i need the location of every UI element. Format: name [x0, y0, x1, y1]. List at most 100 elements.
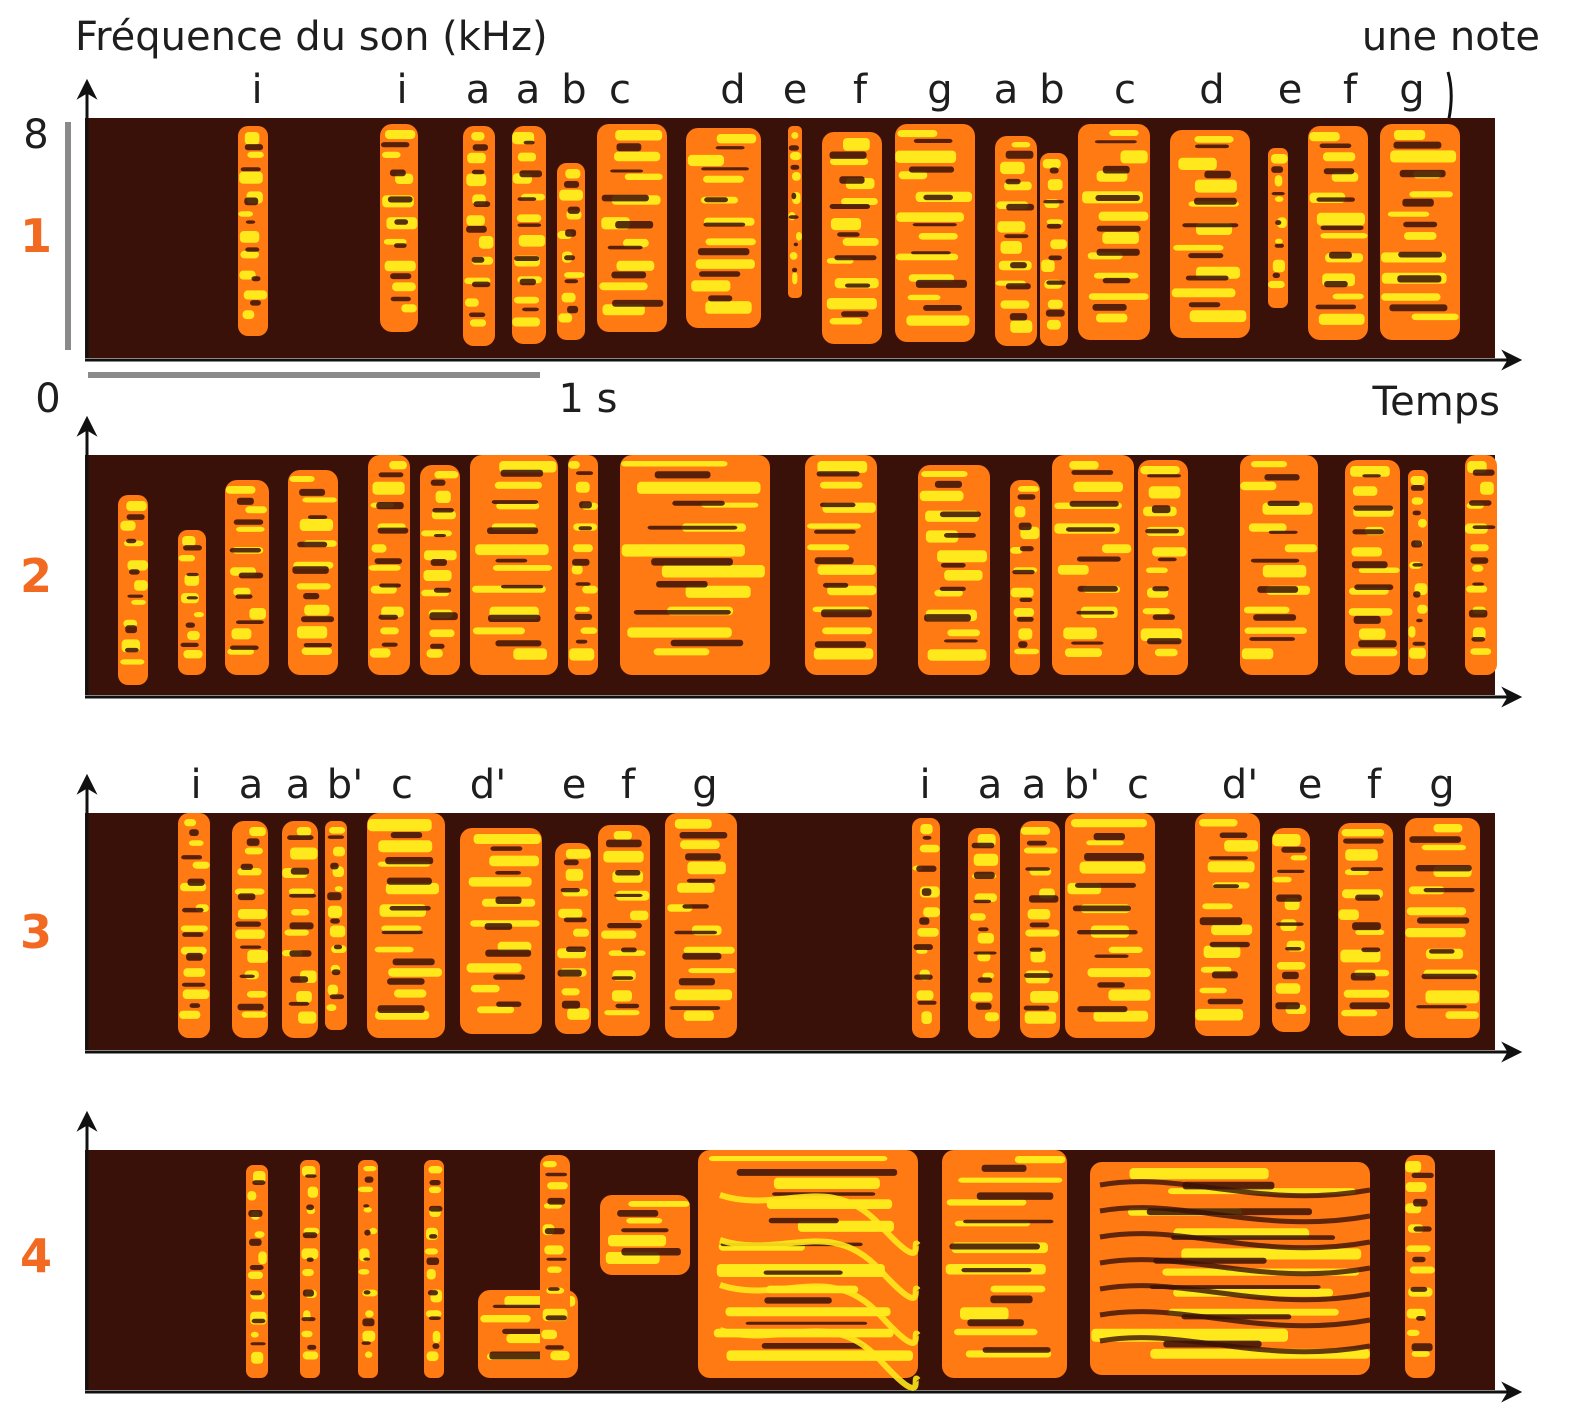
syllable-mark — [460, 828, 542, 1034]
syllable-mark — [942, 1150, 1067, 1378]
panel-number-1: 1 — [20, 209, 52, 263]
syllable-mark — [1345, 460, 1400, 675]
syllable-mark — [540, 1155, 570, 1378]
note-label: a — [466, 67, 491, 113]
syllable-mark — [1078, 124, 1150, 340]
note-label: c — [391, 762, 413, 808]
y-max-label: 8 — [23, 112, 48, 158]
syllable-mark — [1465, 455, 1497, 675]
note-label: d' — [470, 762, 506, 808]
syllable-mark — [557, 163, 585, 340]
syllable-mark — [968, 828, 1000, 1038]
syllable-mark — [368, 455, 410, 675]
syllable-mark — [463, 126, 495, 346]
syllable-mark — [1170, 130, 1250, 338]
note-label: i — [396, 67, 407, 113]
note-label: f — [621, 762, 636, 808]
note-label: g — [1399, 67, 1424, 113]
note-label: f — [853, 67, 868, 113]
syllable-mark — [895, 124, 975, 342]
note-label: a — [239, 762, 264, 808]
x-axis-title: Temps — [1372, 379, 1500, 425]
syllable-mark — [788, 126, 802, 298]
y-min-label: 0 — [35, 376, 60, 422]
syllable-mark — [1020, 821, 1060, 1038]
syllable-mark — [178, 530, 206, 675]
syllable-mark — [805, 455, 877, 675]
note-label: g — [1429, 762, 1454, 808]
syllable-mark — [512, 126, 546, 344]
note-label: e — [1298, 762, 1323, 808]
note-label: i — [190, 762, 201, 808]
syllable-mark — [225, 480, 269, 675]
note-label: c — [1127, 762, 1149, 808]
syllable-mark — [568, 455, 598, 675]
note-label: e — [562, 762, 587, 808]
syllable-mark — [1010, 480, 1040, 675]
note-annotation-label: une note — [1362, 14, 1540, 60]
syllable-mark — [597, 124, 667, 332]
syllable-mark — [367, 813, 445, 1038]
syllable-mark — [1338, 823, 1393, 1036]
note-label: d — [1199, 67, 1224, 113]
note-label: e — [783, 67, 808, 113]
spectrogram-panel-4 — [76, 1110, 1523, 1403]
time-scale-label: 1 s — [558, 376, 617, 422]
syllable-mark — [918, 465, 990, 675]
syllable-mark — [1380, 124, 1460, 340]
note-label: b' — [327, 762, 363, 808]
note-label: a — [994, 67, 1019, 113]
panel-number-3: 3 — [20, 905, 52, 959]
note-label: b — [561, 67, 586, 113]
panel-number-4: 4 — [20, 1229, 52, 1283]
note-label: i — [919, 762, 930, 808]
note-label: b — [1039, 67, 1064, 113]
note-label: a — [516, 67, 541, 113]
syllable-mark — [1040, 153, 1068, 346]
syllable-mark — [1308, 126, 1368, 340]
frequency-contour-lines — [719, 1179, 1371, 1391]
note-label: c — [1114, 67, 1136, 113]
syllable-mark — [118, 495, 148, 685]
note-label: d' — [1222, 762, 1258, 808]
syllable-mark — [282, 821, 318, 1038]
syllable-mark — [1268, 148, 1288, 308]
spectrogram-panel-1 — [76, 78, 1523, 371]
syllable-mark — [325, 821, 347, 1030]
syllable-mark — [698, 1150, 918, 1378]
syllable-mark — [1065, 813, 1155, 1038]
note-label: d — [720, 67, 745, 113]
syllable-mark — [1052, 455, 1134, 675]
syllable-mark — [912, 818, 940, 1038]
y-axis-title: Fréquence du son (kHz) — [75, 14, 548, 60]
syllable-mark — [1195, 813, 1260, 1036]
syllable-mark — [1138, 460, 1188, 675]
syllable-mark — [288, 470, 338, 675]
panel-number-2: 2 — [20, 549, 52, 603]
note-label: f — [1367, 762, 1382, 808]
syllable-mark — [1272, 828, 1310, 1032]
note-label: f — [1343, 67, 1358, 113]
syllable-mark — [598, 825, 650, 1036]
panel-3-note-labels: i a a b' c d' e f g i a a b' c d' e f g — [190, 762, 1454, 808]
spectrogram-panel-2 — [76, 415, 1523, 708]
syllable-mark — [1240, 455, 1318, 675]
note-label: b' — [1064, 762, 1100, 808]
syllable-mark — [300, 1160, 320, 1378]
syllable-mark — [995, 136, 1037, 346]
spectrogram-panel-3 — [76, 773, 1523, 1063]
syllable-mark — [1405, 818, 1480, 1038]
note-label: a — [1022, 762, 1047, 808]
note-label: g — [692, 762, 717, 808]
syllable-mark — [178, 813, 210, 1038]
syllable-mark — [358, 1160, 378, 1378]
syllable-mark — [822, 132, 882, 344]
note-label: c — [609, 67, 631, 113]
syllable-mark — [665, 813, 737, 1038]
syllable-mark — [380, 124, 418, 332]
note-label: i — [251, 67, 262, 113]
syllable-mark — [424, 1160, 444, 1378]
note-label: g — [927, 67, 952, 113]
note-label: a — [286, 762, 311, 808]
syllable-mark — [1405, 1155, 1435, 1378]
